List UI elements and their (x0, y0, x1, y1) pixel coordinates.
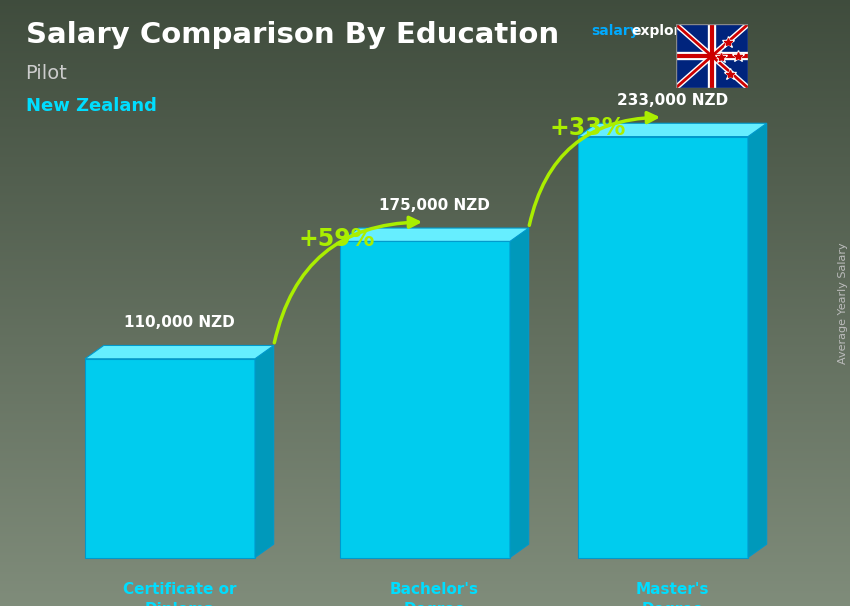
Polygon shape (510, 228, 529, 558)
Text: 233,000 NZD: 233,000 NZD (617, 93, 728, 108)
Text: Salary Comparison By Education: Salary Comparison By Education (26, 21, 558, 49)
Text: +59%: +59% (298, 227, 375, 251)
Text: salary: salary (591, 24, 638, 38)
Polygon shape (85, 359, 255, 558)
Text: New Zealand: New Zealand (26, 97, 156, 115)
Polygon shape (340, 241, 510, 558)
Polygon shape (85, 345, 274, 359)
Text: 110,000 NZD: 110,000 NZD (124, 315, 235, 330)
Polygon shape (676, 24, 748, 88)
Text: Certificate or
Diploma: Certificate or Diploma (122, 582, 236, 606)
Text: Pilot: Pilot (26, 64, 67, 82)
Text: +33%: +33% (549, 116, 626, 141)
Polygon shape (255, 345, 274, 558)
Text: Master's
Degree: Master's Degree (636, 582, 709, 606)
Text: Average Yearly Salary: Average Yearly Salary (838, 242, 848, 364)
Polygon shape (340, 228, 529, 241)
Polygon shape (578, 123, 767, 136)
Text: Bachelor's
Degree: Bachelor's Degree (390, 582, 479, 606)
Text: 175,000 NZD: 175,000 NZD (379, 198, 490, 213)
Polygon shape (578, 136, 748, 558)
Text: explorer.com: explorer.com (632, 24, 733, 38)
Polygon shape (748, 123, 767, 558)
